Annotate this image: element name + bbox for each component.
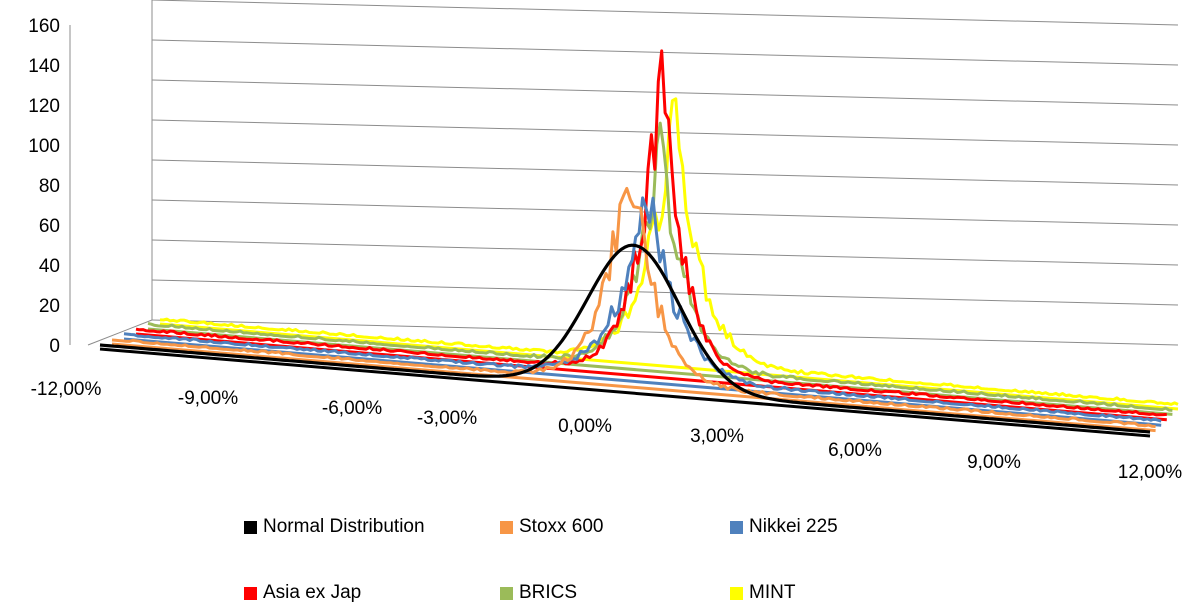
x-tick-label: 9,00% <box>967 452 1021 473</box>
x-tick-label: 6,00% <box>828 440 882 461</box>
y-axis-ticks: 0 20 40 60 80 100 120 140 160 <box>28 16 60 357</box>
series-line-stoxx-600 <box>111 186 1156 429</box>
series-ribbon-base <box>159 322 1179 411</box>
y-tick-label: 60 <box>39 216 60 237</box>
x-tick-label: -3,00% <box>417 408 477 429</box>
x-tick-label: -12,00% <box>31 379 102 400</box>
x-tick-label: -9,00% <box>178 388 238 409</box>
series-line-nikkei-225 <box>123 196 1162 423</box>
gridline <box>151 119 1179 146</box>
series-group <box>99 49 1179 438</box>
x-tick-label: 12,00% <box>1118 462 1183 483</box>
series-line-asia-ex-jap <box>135 49 1167 417</box>
y-tick-label: 20 <box>39 296 60 317</box>
gridline <box>151 199 1179 226</box>
series-ribbon-base <box>147 327 1173 416</box>
y-tick-label: 140 <box>28 56 60 77</box>
series-line-normal-distribution <box>99 243 1151 434</box>
gridline <box>151 0 1179 26</box>
y-tick-label: 100 <box>28 136 60 157</box>
y-tick-label: 160 <box>28 16 60 37</box>
series-ribbon-base <box>123 337 1162 427</box>
series-ribbon-base <box>111 342 1156 433</box>
series-ribbon-base <box>99 347 1151 438</box>
y-tick-label: 120 <box>28 96 60 117</box>
y-tick-label: 0 <box>49 336 60 357</box>
y-tick-label: 80 <box>39 176 60 197</box>
gridlines <box>69 0 1179 346</box>
x-tick-label: 0,00% <box>558 416 612 437</box>
gridline <box>151 279 1179 306</box>
x-tick-label: -6,00% <box>322 398 382 419</box>
gridline <box>151 39 1179 66</box>
x-axis-ticks: -12,00% -9,00% -6,00% -3,00% 0,00% 3,00% 6,00%… <box>31 379 1183 483</box>
x-tick-label: 3,00% <box>690 426 744 447</box>
y-tick-label: 40 <box>39 256 60 277</box>
series-line-brics <box>147 121 1173 412</box>
floor-left-edge <box>87 319 153 346</box>
